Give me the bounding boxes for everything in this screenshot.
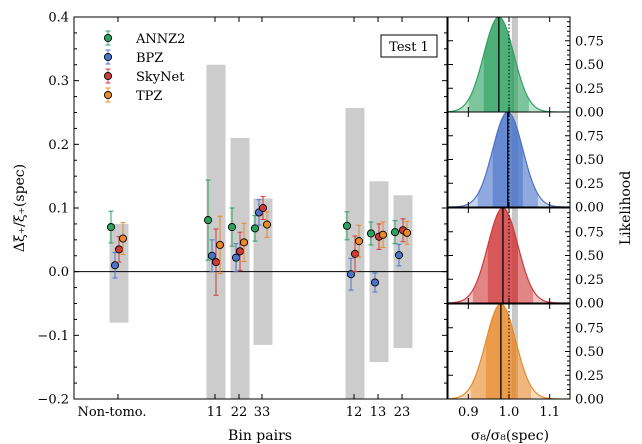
point-TPZ-23 [402, 228, 412, 237]
point-BPZ-12 [346, 270, 356, 279]
likelihood-panel-SkyNet [448, 208, 570, 303]
x-tick-label: 23 [394, 405, 411, 420]
likelihood-y-tick-label: 0.50 [575, 58, 604, 73]
likelihood-y-tick-label: 0.00 [575, 297, 604, 312]
point-ANNZ2-33 [250, 224, 260, 233]
likelihood-panel-TPZ [448, 304, 570, 399]
likelihood-y-tick-label: 0.00 [575, 393, 604, 408]
likelihood-x-tick-label: 0.9 [458, 405, 479, 420]
likelihood-y-tick-label: 0.25 [575, 273, 604, 288]
point-SkyNet-22 [235, 247, 245, 256]
point-TPZ-11 [215, 240, 225, 249]
likelihood-y-tick-label: 0.50 [575, 153, 604, 168]
point-SkyNet-11 [211, 258, 221, 267]
likelihood-gray-band [511, 17, 518, 112]
y-tick-label: 0.3 [48, 74, 69, 89]
point-TPZ-13 [378, 230, 388, 239]
x-tick-label: 11 [207, 405, 224, 420]
point-BPZ-23 [394, 251, 404, 260]
data-points-group [106, 179, 412, 296]
point-TPZ-33 [262, 220, 272, 229]
likelihood-y-tick-label: 0.75 [575, 321, 604, 336]
point-ANNZ2-22 [227, 223, 237, 232]
likelihood-axis-ticks: 0.00 0.25 0.50 0.75 0.00 0.25 0.50 0.75 0.00 0.25… [448, 17, 604, 420]
point-BPZ-13 [370, 278, 380, 287]
legend: ANNZ2 BPZ SkyNet TPZ [103, 30, 185, 104]
legend-label-BPZ: BPZ [136, 51, 163, 66]
likelihood-y-tick-label: 0.00 [575, 201, 604, 216]
y-tick-label: 0.4 [48, 11, 69, 26]
point-BPZ-11 [207, 251, 217, 260]
likelihood-panel-ANNZ2 [448, 17, 570, 112]
point-ANNZ2-13 [366, 229, 376, 238]
y-tick-label: 0.2 [48, 138, 69, 153]
likelihood-y-label: Likelihood [618, 171, 634, 245]
likelihood-y-tick-label: 0.25 [575, 177, 604, 192]
point-TPZ-12 [354, 237, 364, 246]
point-SkyNet-33 [258, 203, 268, 213]
legend-label-TPZ: TPZ [136, 89, 162, 104]
point-TPZ-Non-tomo. [118, 234, 128, 243]
likelihood-y-tick-label: 0.50 [575, 249, 604, 264]
likelihood-y-tick-label: 0.00 [575, 106, 604, 121]
point-SkyNet-12 [350, 249, 360, 258]
point-ANNZ2-12 [342, 221, 352, 230]
legend-label-ANNZ2: ANNZ2 [135, 32, 185, 47]
point-TPZ-22 [239, 238, 249, 247]
x-axis-label: Bin pairs [228, 428, 292, 444]
likelihood-x-tick-label: 1.0 [499, 405, 520, 420]
gray-band-Non-tomo. [109, 223, 129, 323]
likelihood-y-tick-label: 0.75 [575, 225, 604, 240]
x-tick-label: 12 [346, 405, 363, 420]
likelihood-y-tick-label: 0.50 [575, 345, 604, 360]
y-tick-label: 0.1 [48, 202, 69, 217]
legend-marker-BPZ [103, 52, 113, 62]
x-tick-label: Non-tomo. [77, 405, 146, 420]
point-SkyNet-Non-tomo. [114, 245, 124, 254]
likelihood-x-label: σ₈/σ₈(spec) [471, 428, 549, 444]
likelihood-panel-BPZ [448, 112, 570, 207]
likelihood-y-tick-label: 0.25 [575, 369, 604, 384]
point-BPZ-22 [231, 253, 241, 262]
x-tick-label: 13 [370, 405, 387, 420]
likelihood-x-tick-label: 1.1 [539, 405, 560, 420]
y-tick-label: −0.1 [37, 329, 69, 344]
x-tick-label: 33 [254, 405, 271, 420]
point-ANNZ2-Non-tomo. [106, 223, 116, 232]
point-ANNZ2-11 [203, 216, 213, 225]
x-tick-label: 22 [231, 405, 248, 420]
y-tick-label: −0.2 [37, 393, 69, 408]
likelihood-y-tick-label: 0.75 [575, 129, 604, 144]
likelihood-y-tick-label: 0.25 [575, 82, 604, 97]
legend-marker-ANNZ2 [103, 33, 113, 43]
point-BPZ-Non-tomo. [110, 261, 120, 270]
likelihood-panels [447, 16, 571, 400]
legend-marker-SkyNet [103, 71, 113, 81]
gray-band-group [109, 64, 413, 399]
annotation-box [380, 34, 438, 58]
legend-marker-TPZ [103, 90, 113, 100]
y-tick-label: 0.0 [48, 265, 69, 280]
point-ANNZ2-23 [390, 228, 400, 237]
likelihood-y-tick-label: 0.75 [575, 34, 604, 49]
main-axis-ticks: −0.2 −0.1 0.0 0.1 0.2 0.3 0.4 Non-tomo. 11 22 33 12… [37, 11, 447, 420]
y-axis-label: Δξ₊/ξ₊(spec) [12, 164, 28, 252]
annotation-text: Test 1 [389, 40, 429, 55]
legend-label-SkyNet: SkyNet [136, 70, 185, 85]
